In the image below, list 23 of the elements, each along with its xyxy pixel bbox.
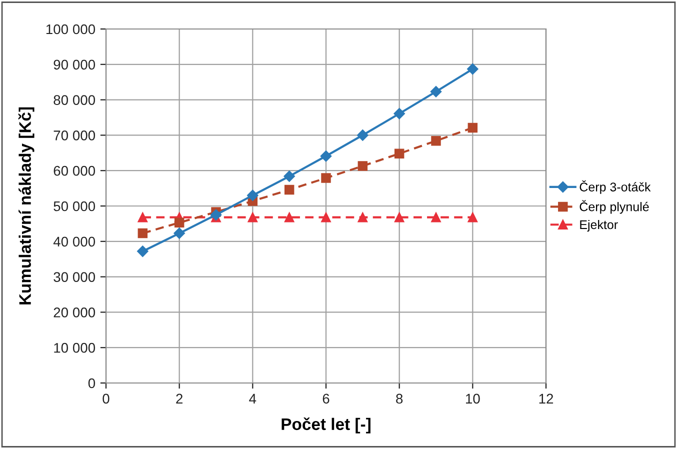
x-tick-label: 4 xyxy=(249,394,256,404)
x-tick-label: 12 xyxy=(539,394,554,404)
y-tick-label: 0 xyxy=(88,378,96,388)
x-tick-label: 0 xyxy=(102,394,110,404)
y-tick-label: 10 000 xyxy=(54,342,96,353)
y-axis-title: Kumulativní náklady [Kč] xyxy=(18,107,34,304)
x-axis-title: Počet let [-] xyxy=(282,417,370,434)
x-tick-label: 2 xyxy=(176,394,182,404)
y-tick-label: 30 000 xyxy=(54,272,96,282)
y-tick-label: 60 000 xyxy=(54,166,96,176)
legend-label: Ejektor xyxy=(580,220,618,232)
x-tick-label: 8 xyxy=(396,394,403,404)
y-tick-label: 50 000 xyxy=(54,201,96,212)
y-tick-label: 40 000 xyxy=(53,236,96,247)
x-tick-label: 10 xyxy=(466,394,480,404)
y-tick-label: 90 000 xyxy=(54,60,96,70)
y-tick-label: 70 000 xyxy=(54,130,96,140)
y-tick-label: 80 000 xyxy=(54,95,96,105)
legend-label: Čerp 3-otáčk xyxy=(580,180,651,194)
y-tick-label: 20 000 xyxy=(54,308,96,318)
y-tick-label: 100 000 xyxy=(46,24,96,34)
legend-label: Čerp plynulé xyxy=(580,200,649,214)
x-tick-label: 6 xyxy=(322,394,330,404)
